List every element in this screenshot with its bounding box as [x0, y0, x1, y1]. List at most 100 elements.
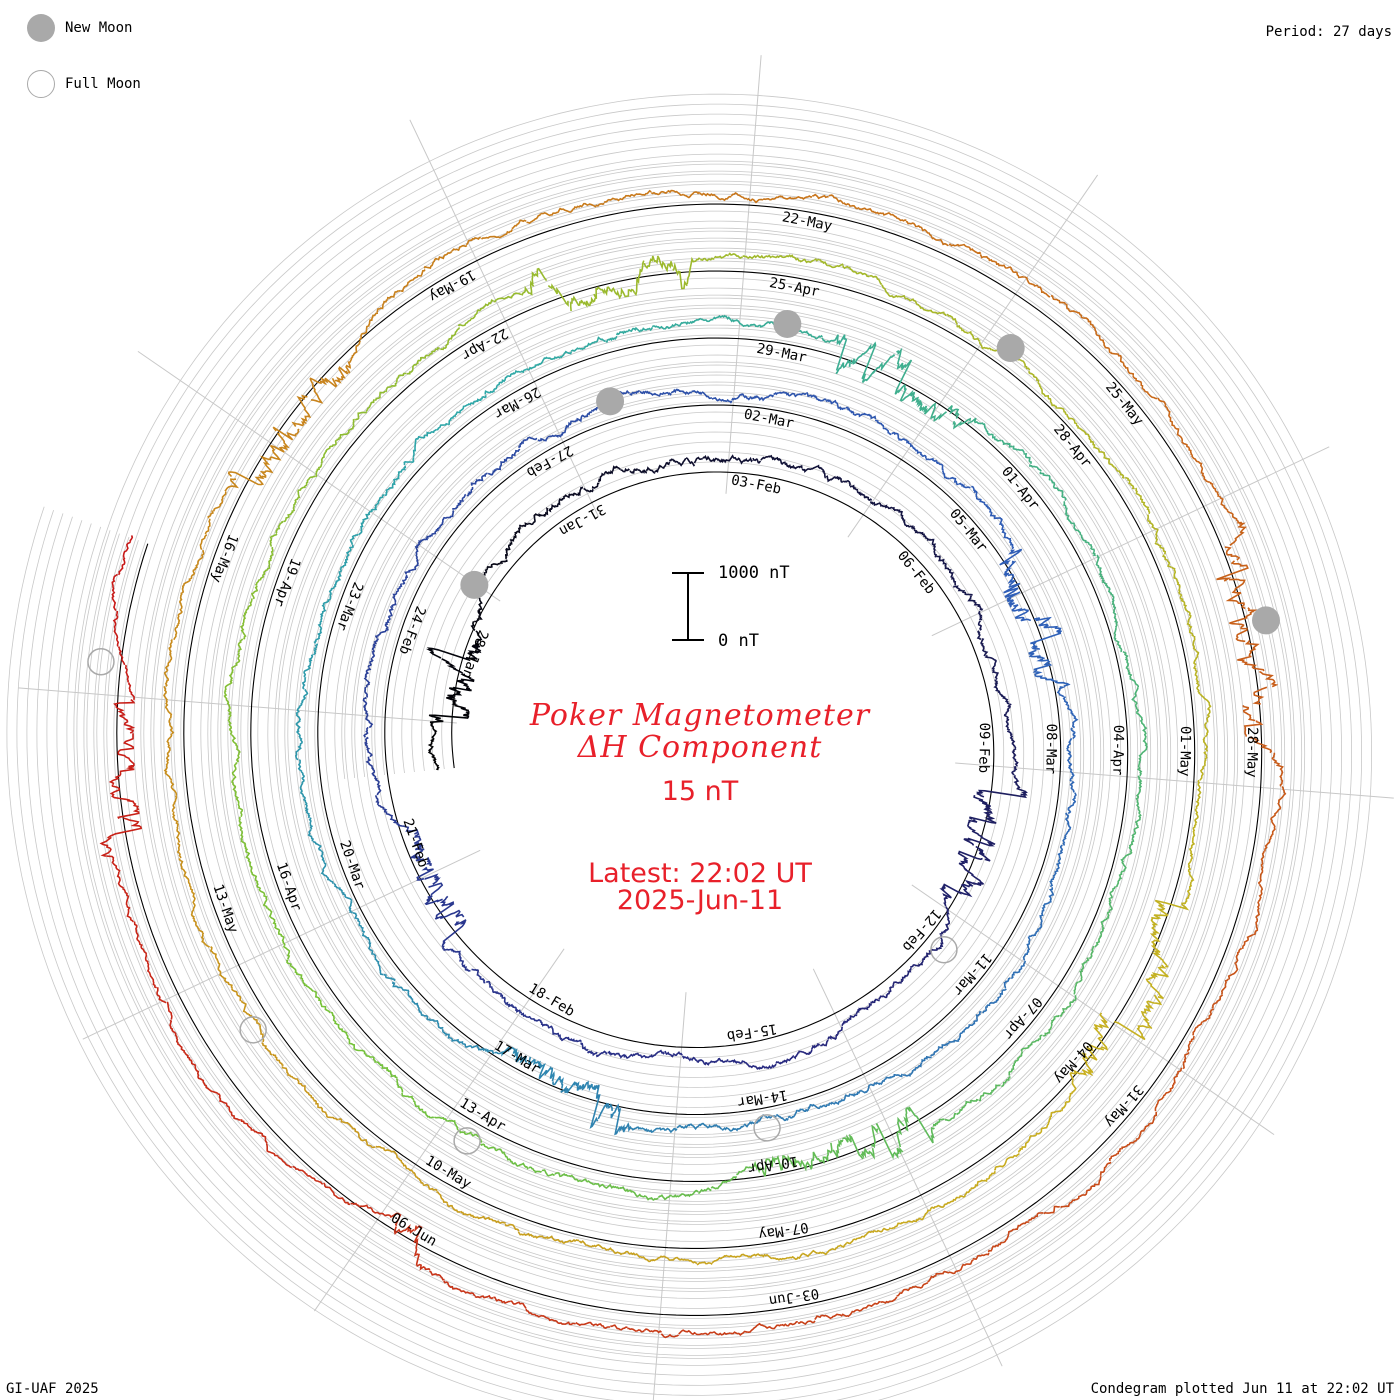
trace-segment [1069, 1069, 1088, 1081]
spiral-grid-line [56, 143, 1323, 1376]
legend-full-moon-label: Full Moon [65, 76, 141, 92]
radial-grid-line [725, 55, 762, 494]
trace-segment [388, 602, 397, 612]
trace-segment [589, 1084, 601, 1130]
trace-segment [1068, 995, 1077, 1008]
trace-segment [525, 1308, 543, 1318]
trace-segment [607, 1247, 623, 1256]
trace-segment [686, 256, 701, 285]
trace-segment [810, 464, 822, 470]
trace-segment [607, 1050, 618, 1057]
date-tick-label: 10-Apr [747, 1153, 799, 1177]
radial-grid-line [911, 884, 1275, 1136]
trace-segment [376, 784, 382, 796]
trace-segment [292, 497, 299, 512]
trace-segment [447, 1119, 459, 1131]
trace-segment [991, 670, 999, 680]
trace-segment [952, 417, 972, 430]
trace-segment [526, 213, 542, 225]
trace-segment [347, 418, 356, 433]
trace-segment [178, 858, 187, 874]
trace-segment [307, 1174, 324, 1185]
trace-segment [466, 486, 474, 497]
trace-segment [459, 493, 467, 504]
trace-segment [991, 661, 997, 672]
trace-segment [263, 560, 271, 574]
trace-segment [231, 762, 238, 777]
trace-segment [817, 1248, 833, 1256]
trace-segment [998, 517, 1004, 531]
trace-segment [994, 260, 1012, 269]
trace-segment [700, 257, 715, 262]
spiral-grid-line [16, 103, 1363, 1400]
trace-segment [896, 347, 905, 370]
trace-segment [463, 400, 476, 408]
trace-segment [529, 1016, 540, 1022]
trace-segment [1089, 1176, 1102, 1191]
trace-segment [129, 535, 134, 542]
trace-segment [505, 1001, 515, 1008]
trace-segment [302, 981, 314, 993]
trace-segment [1101, 579, 1111, 592]
trace-segment [453, 909, 465, 918]
trace-segment [397, 465, 407, 477]
trace-segment [514, 1055, 528, 1064]
trace-segment [471, 968, 480, 977]
trace-segment [480, 1143, 495, 1150]
trace-segment [1229, 607, 1258, 626]
trace-segment [860, 1084, 871, 1094]
trace-segment [615, 330, 629, 336]
trace-segment [1131, 687, 1139, 702]
trace-segment [1128, 838, 1135, 852]
trace-segment [465, 236, 481, 246]
trace-segment [900, 438, 911, 445]
trace-segment [746, 197, 764, 204]
trace-segment [456, 679, 472, 692]
trace-segment [427, 346, 440, 357]
trace-segment [460, 1040, 473, 1048]
trace-segment [751, 394, 764, 402]
trace-segment [792, 464, 803, 470]
trace-segment [920, 1055, 932, 1063]
trace-segment [1062, 696, 1070, 707]
trace-segment [358, 522, 364, 536]
trace-segment [345, 544, 354, 557]
trace-segment [296, 700, 304, 713]
radial-grid-line [931, 446, 1330, 637]
trace-segment [982, 647, 989, 657]
trace-segment [126, 905, 134, 923]
trace-segment [194, 1066, 205, 1083]
trace-segment [855, 271, 870, 278]
trace-segment [261, 1042, 273, 1056]
trace-segment [428, 714, 469, 723]
date-tick-label: 28-May [1243, 727, 1260, 778]
trace-segment [1135, 487, 1144, 502]
trace-segment [509, 1046, 519, 1059]
trace-segment [375, 795, 380, 805]
trace-segment [887, 506, 897, 512]
trace-segment [1065, 823, 1072, 836]
trace-segment [777, 458, 787, 465]
trace-segment [961, 879, 976, 890]
trace-segment [277, 1156, 292, 1169]
trace-segment [861, 341, 877, 384]
trace-segment [930, 1047, 940, 1057]
trace-segment [164, 701, 173, 719]
trace-segment [1111, 602, 1117, 616]
date-tick-label: 13-Apr [457, 1095, 509, 1135]
trace-segment [1226, 510, 1242, 524]
trace-segment [695, 1331, 714, 1336]
date-tick-label: 17-Mar [491, 1038, 543, 1078]
trace-segment [474, 1294, 494, 1300]
plotted-timestamp: Condegram plotted Jun 11 at 22:02 UT [1090, 1381, 1394, 1397]
trace-segment [1108, 1147, 1122, 1162]
trace-segment [933, 545, 937, 558]
trace-segment [1191, 454, 1203, 469]
date-tick-label: 28-Jan [458, 628, 491, 681]
trace-segment [320, 862, 327, 876]
trace-segment [401, 1092, 415, 1101]
trace-segment [1199, 765, 1205, 781]
trace-segment [700, 1059, 711, 1066]
trace-segment [863, 495, 873, 502]
trace-segment [603, 469, 614, 475]
